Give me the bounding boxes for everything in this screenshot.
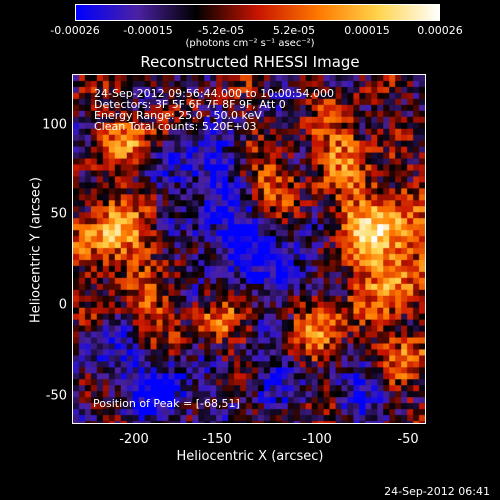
y-tick: -50 [45,388,67,404]
image-heatmap [73,75,425,423]
colorbar-tick: -5.2e-05 [197,24,245,37]
y-axis-label: Heliocentric Y (arcsec) [28,177,44,323]
x-axis-label: Heliocentric X (arcsec) [176,449,324,464]
x-tick: -100 [302,432,332,447]
info-time-range: 24-Sep-2012 09:56:44.000 to 10:00:54.000 [94,87,334,100]
colorbar [75,4,440,21]
x-tick: -150 [202,432,232,447]
x-tick: -200 [119,432,149,447]
peak-position: Position of Peak = [-68,51] [93,397,240,410]
image-title: Reconstructed RHESSI Image [140,53,360,71]
timestamp: 24-Sep-2012 06:41 [384,485,490,498]
info-energy: Energy Range: 25.0 - 50.0 keV [94,109,262,122]
y-tick: 0 [58,297,67,313]
colorbar-tick: -0.00015 [123,24,173,37]
colorbar-tick: -0.00026 [50,24,100,37]
info-algorithm: Clean Total counts: 5.20E+03 [94,120,257,133]
colorbar-tick: 0.00026 [417,24,463,37]
colorbar-units: (photons cm⁻² s⁻¹ asec⁻²) [185,38,315,49]
colorbar-tick: 5.2e-05 [272,24,316,37]
colorbar-tick: 0.00015 [344,24,390,37]
x-tick: -50 [397,432,419,447]
y-tick: 100 [42,117,67,133]
y-tick: 50 [50,206,67,222]
info-detectors: Detectors: 3F 5F 6F 7F 8F 9F, Att 0 [94,98,286,111]
image-plot [72,74,426,424]
